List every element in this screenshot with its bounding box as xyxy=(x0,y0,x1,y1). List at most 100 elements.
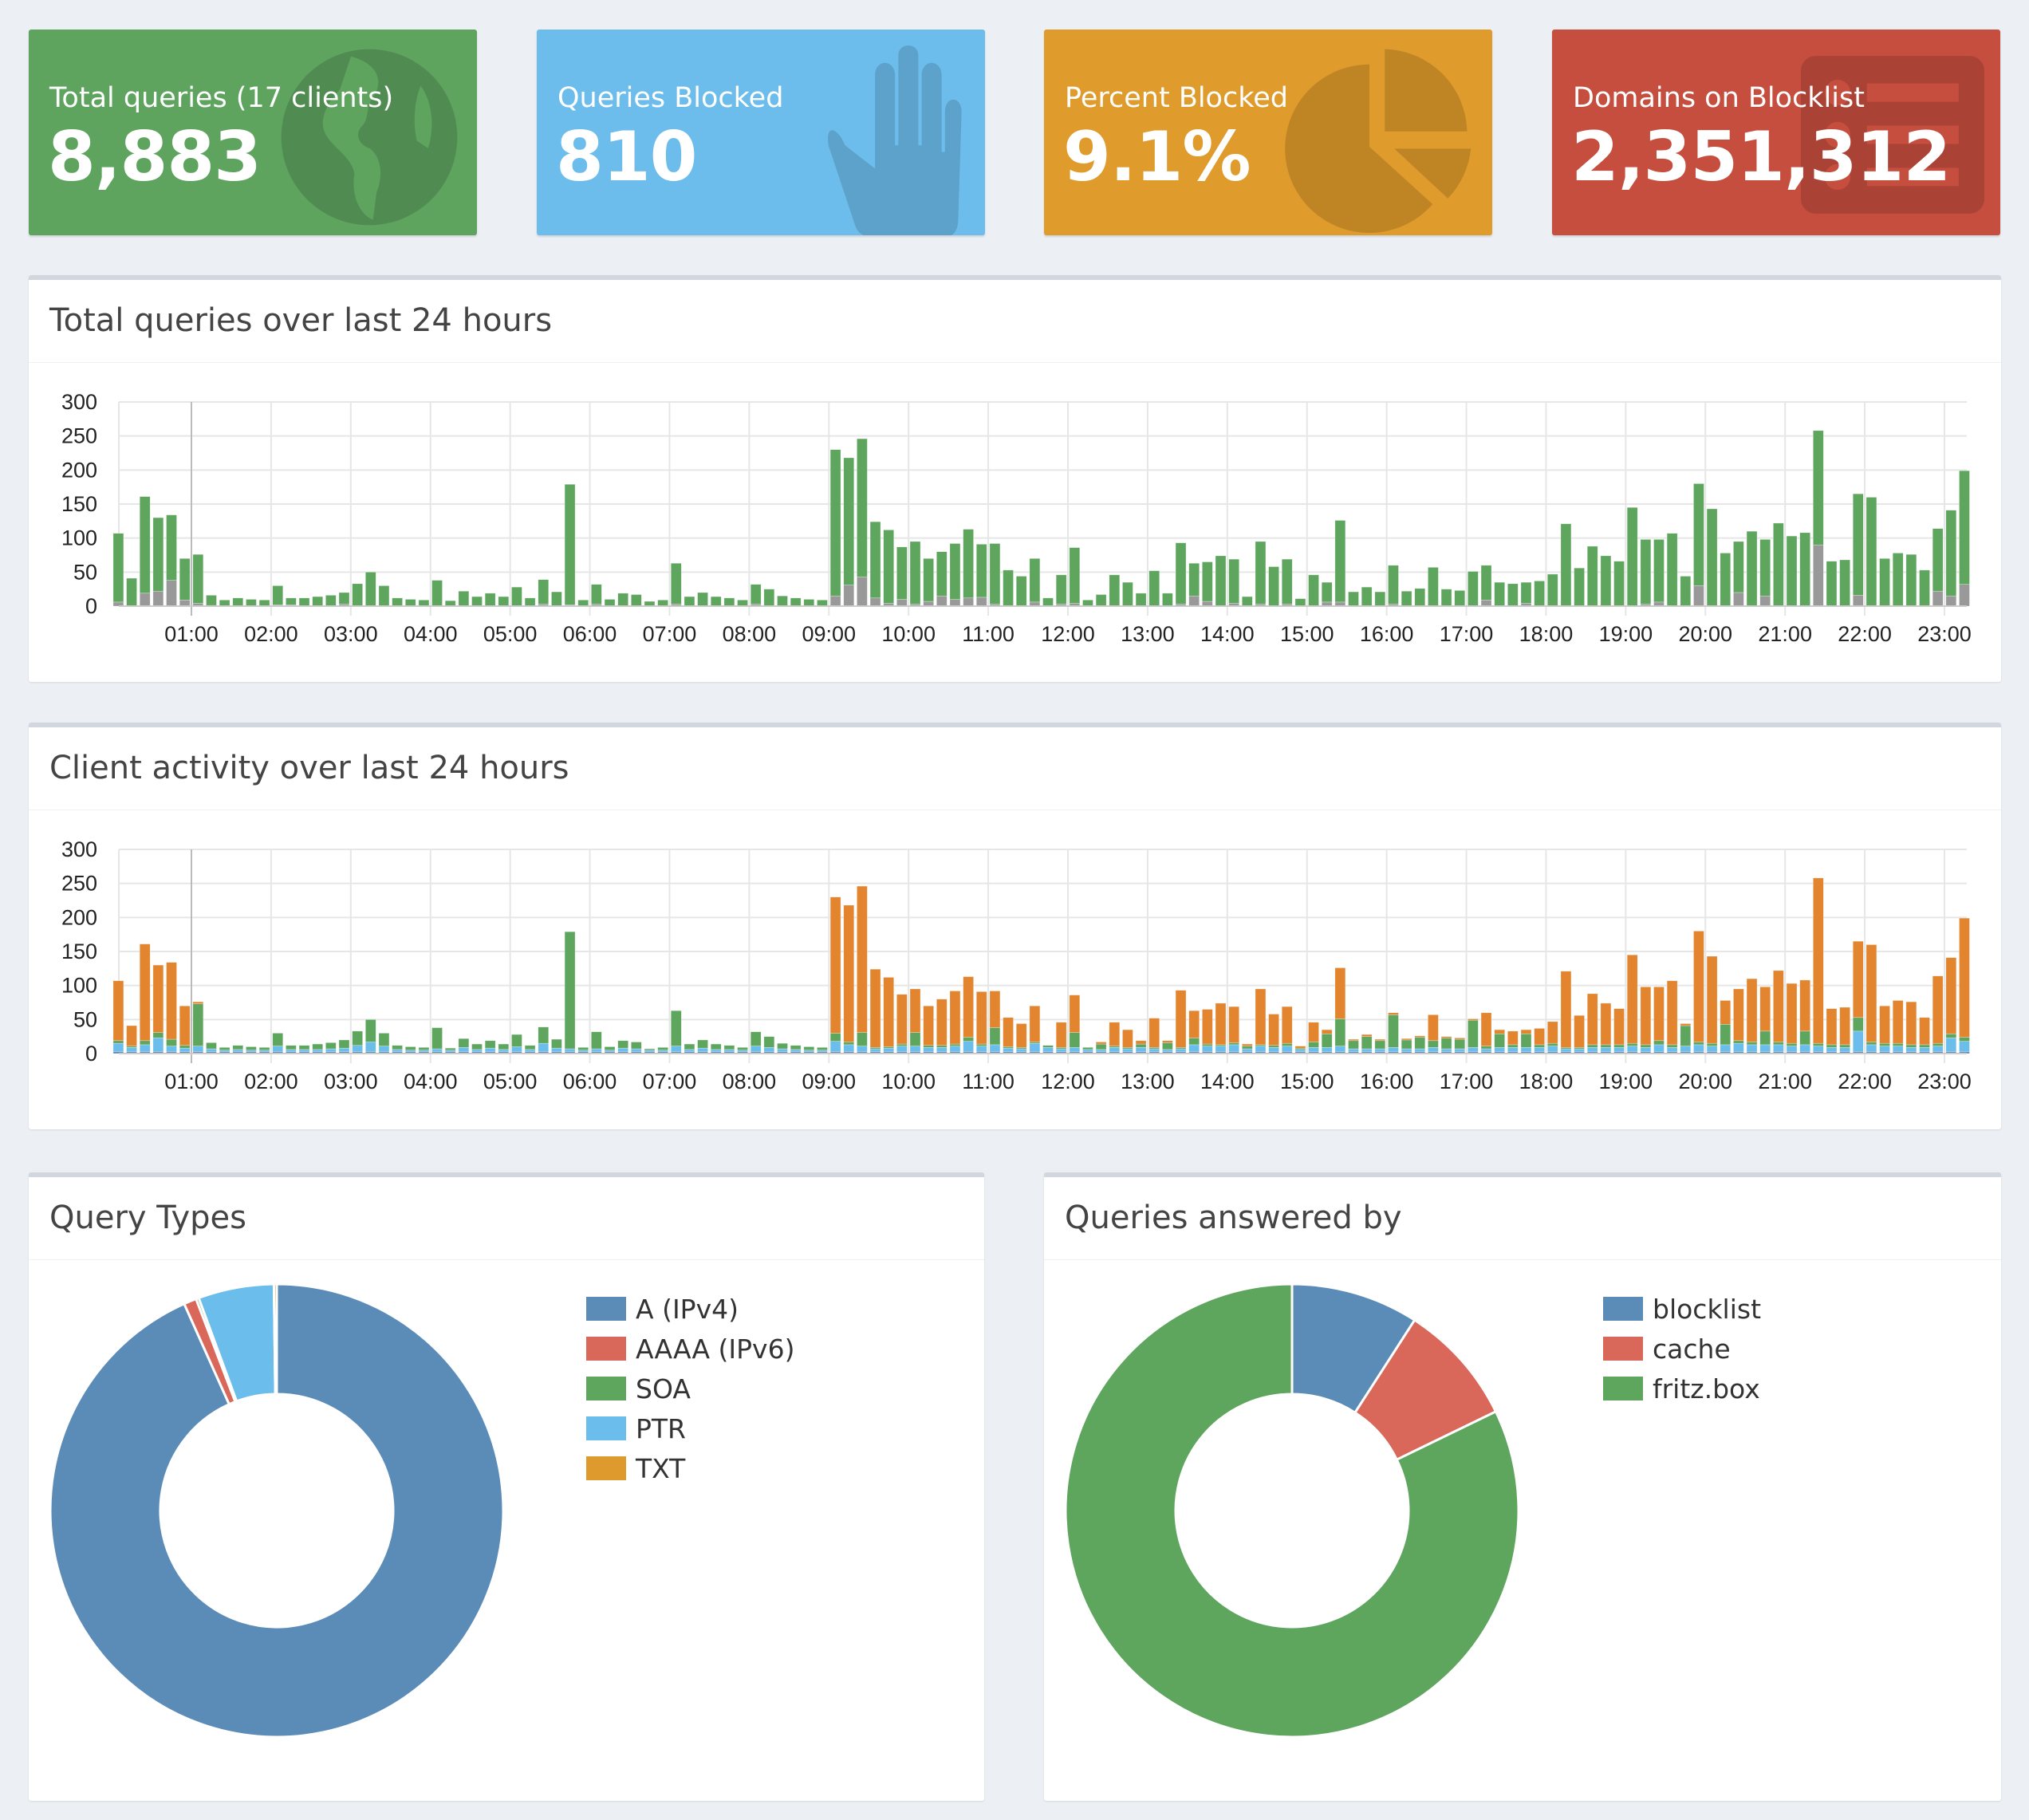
bar-permitted xyxy=(1720,553,1732,607)
bar-permitted xyxy=(232,597,244,607)
legend-item[interactable]: SOA xyxy=(586,1369,794,1408)
bar-segment-series-2 xyxy=(1162,1049,1173,1052)
bar-segment-series-4 xyxy=(949,991,961,1045)
bar-segment-series-2 xyxy=(1626,1046,1638,1052)
bar-segment-series-3 xyxy=(206,1042,217,1050)
bar-segment-series-3 xyxy=(1042,1045,1054,1048)
bar-segment-series-2 xyxy=(1706,1046,1718,1052)
bar-segment-series-4 xyxy=(1374,1038,1386,1042)
bar-blocked xyxy=(869,597,881,607)
donut-slice-fritz-box xyxy=(1064,1282,1520,1739)
bar-segment-series-2 xyxy=(1826,1047,1838,1052)
bar-segment-series-2 xyxy=(1321,1047,1333,1052)
bar-segment-series-4 xyxy=(1852,940,1864,1018)
legend-item[interactable]: PTR xyxy=(586,1408,794,1448)
bar-permitted xyxy=(1468,571,1479,607)
legend-label: TXT xyxy=(636,1452,686,1484)
answered-by-donut[interactable] xyxy=(1044,1177,1602,1801)
bar-segment-series-3 xyxy=(179,1045,191,1049)
bar-permitted xyxy=(1733,541,1744,593)
bar-segment-series-4 xyxy=(1919,1017,1930,1046)
bar-segment-series-3 xyxy=(1454,1038,1466,1050)
legend-item[interactable]: TXT xyxy=(586,1448,794,1488)
bar-segment-series-3 xyxy=(1162,1042,1173,1050)
bar-segment-series-3 xyxy=(1932,1042,1944,1046)
bar-permitted xyxy=(1003,569,1014,607)
bar-blocked xyxy=(1813,544,1824,607)
query-types-donut[interactable] xyxy=(29,1177,587,1801)
legend-item[interactable]: blocklist xyxy=(1603,1289,1761,1329)
bar-segment-series-3 xyxy=(1135,1043,1147,1048)
bar-segment-series-3 xyxy=(1865,1042,1877,1046)
bar-permitted xyxy=(803,599,815,607)
x-tick-label: 21:00 xyxy=(1758,1070,1812,1093)
legend-label: fritz.box xyxy=(1653,1373,1760,1404)
bar-segment-series-2 xyxy=(1720,1044,1732,1052)
bar-segment-series-3 xyxy=(1653,1040,1665,1046)
bar-segment-series-3 xyxy=(1892,1042,1904,1046)
bar-segment-series-4 xyxy=(1440,1036,1452,1038)
bar-segment-series-2 xyxy=(1215,1046,1227,1052)
x-tick-label: 22:00 xyxy=(1838,622,1892,646)
bar-segment-series-4 xyxy=(1069,995,1081,1033)
legend-label: A (IPv4) xyxy=(636,1293,739,1325)
bar-permitted xyxy=(1666,533,1678,607)
bar-permitted xyxy=(817,600,828,607)
bar-segment-series-3 xyxy=(1268,1045,1279,1048)
bar-permitted xyxy=(139,496,151,594)
bar-permitted xyxy=(392,597,403,607)
bar-segment-series-3 xyxy=(1746,1042,1758,1046)
bar-blocked xyxy=(1759,595,1771,607)
bar-segment-series-3 xyxy=(577,1047,589,1051)
bar-permitted xyxy=(829,449,841,597)
bar-segment-series-3 xyxy=(1188,1038,1200,1046)
bar-segment-series-3 xyxy=(1799,1030,1810,1046)
bar-segment-series-3 xyxy=(404,1046,416,1051)
bar-blocked xyxy=(1932,590,1944,607)
bar-permitted xyxy=(298,597,310,607)
bar-segment-series-3 xyxy=(538,1026,550,1044)
card-percent-blocked: Percent Blocked 9.1% xyxy=(1044,30,1492,235)
client-activity-chart[interactable]: 0 50 100 150 200 250 300 01:00 02:00 03:00 04:00 05… xyxy=(29,727,2001,1129)
bar-segment-series-3 xyxy=(1242,1046,1253,1050)
bar-segment-series-2 xyxy=(1600,1047,1612,1052)
bar-permitted xyxy=(1600,555,1612,607)
bar-permitted xyxy=(246,599,257,607)
bar-segment-series-2 xyxy=(1294,1049,1306,1052)
legend-item[interactable]: cache xyxy=(1603,1329,1761,1369)
bar-segment-series-2 xyxy=(1759,1044,1771,1052)
query-types-legend: A (IPv4) AAAA (IPv6) SOA PTR TXT xyxy=(586,1289,794,1488)
bar-segment-series-2 xyxy=(1919,1047,1930,1052)
legend-item[interactable]: A (IPv4) xyxy=(586,1289,794,1329)
bar-permitted xyxy=(1706,508,1718,607)
bar-segment-series-3 xyxy=(710,1043,722,1050)
bar-permitted xyxy=(166,514,177,581)
legend-item[interactable]: AAAA (IPv6) xyxy=(586,1329,794,1369)
bar-permitted xyxy=(511,586,522,607)
legend-item[interactable]: fritz.box xyxy=(1603,1369,1761,1408)
bar-segment-series-3 xyxy=(1733,1040,1744,1044)
bar-permitted xyxy=(1786,535,1798,607)
card-value: 810 xyxy=(556,117,698,197)
bar-segment-series-2 xyxy=(1228,1044,1239,1052)
bar-permitted xyxy=(1388,565,1399,605)
bar-segment-series-4 xyxy=(1799,979,1810,1032)
bar-segment-series-4 xyxy=(1242,1043,1253,1046)
panel-header xyxy=(29,1177,984,1260)
x-tick-label: 11:00 xyxy=(962,622,1014,646)
bar-segment-series-2 xyxy=(179,1047,191,1052)
bar-segment-series-2 xyxy=(1361,1048,1373,1052)
bar-segment-series-4 xyxy=(843,904,855,1042)
x-tick-label: 08:00 xyxy=(723,1070,777,1093)
bar-segment-series-3 xyxy=(896,1043,908,1046)
bar-segment-series-4 xyxy=(1600,1003,1612,1046)
bar-permitted xyxy=(1560,523,1572,607)
bar-segment-series-2 xyxy=(896,1046,908,1052)
bar-segment-series-3 xyxy=(604,1046,616,1051)
bar-segment-series-2 xyxy=(670,1046,682,1052)
x-tick-label: 13:00 xyxy=(1121,1070,1175,1093)
bar-permitted xyxy=(551,591,562,607)
bar-permitted xyxy=(1932,528,1944,592)
total-queries-chart[interactable]: 0 50 100 150 200 250 300 01:00 02:00 03:00 04:00 05… xyxy=(29,280,2001,682)
bar-segment-series-2 xyxy=(1334,1046,1346,1052)
